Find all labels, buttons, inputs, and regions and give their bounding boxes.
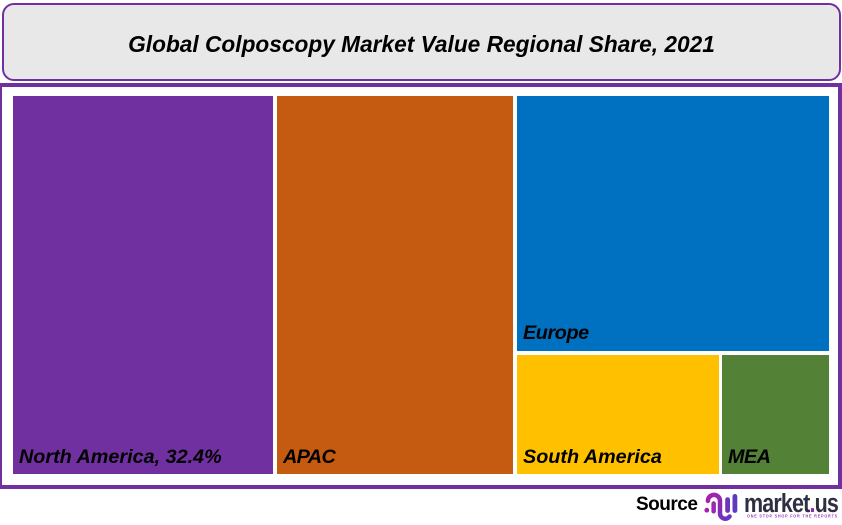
svg-text:ONE STOP SHOP FOR THE REPORTS: ONE STOP SHOP FOR THE REPORTS xyxy=(747,514,838,520)
svg-text:market.us: market.us xyxy=(744,490,839,518)
